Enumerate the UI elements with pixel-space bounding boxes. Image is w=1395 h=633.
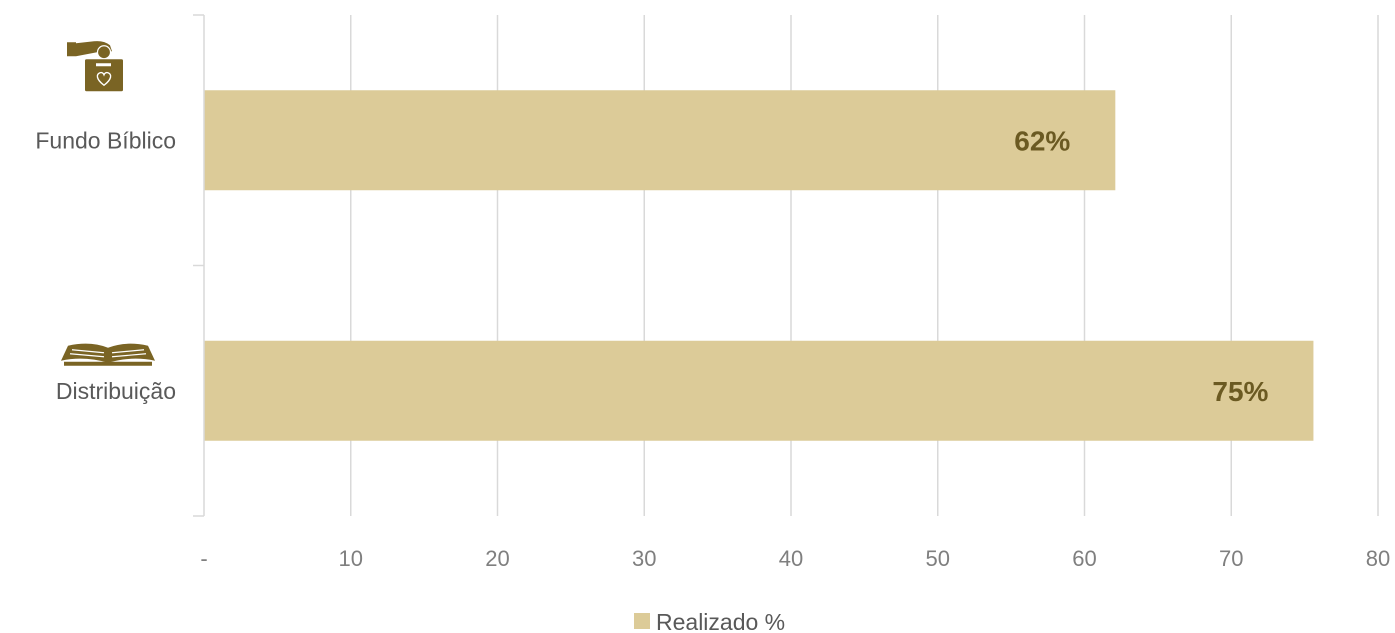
category-icons <box>61 41 155 366</box>
x-tick-label: 60 <box>1072 546 1096 571</box>
category-label: Distribuição <box>56 378 176 404</box>
x-tick-label: 50 <box>926 546 950 571</box>
x-tick-label: 10 <box>339 546 363 571</box>
x-tick-label: 70 <box>1219 546 1243 571</box>
x-tick-label: 20 <box>485 546 509 571</box>
data-label: 62% <box>1014 125 1070 156</box>
x-tick-label: - <box>200 546 207 571</box>
category-label: Fundo Bíblico <box>35 127 176 153</box>
bar <box>204 90 1116 191</box>
bar <box>204 340 1314 441</box>
axes: - 10 20 30 40 50 60 70 80 <box>193 14 1390 571</box>
data-label: 75% <box>1212 376 1268 407</box>
open-book-icon <box>61 343 155 366</box>
gridlines <box>350 15 1379 516</box>
x-tick-label: 40 <box>779 546 803 571</box>
legend-label: Realizado % <box>656 609 785 633</box>
x-tick-label: 80 <box>1366 546 1390 571</box>
category-labels: Fundo Bíblico Distribuição <box>35 127 176 404</box>
legend-swatch <box>634 613 650 629</box>
x-tick-label: 30 <box>632 546 656 571</box>
legend: Realizado % <box>634 609 785 633</box>
hand-coin-donation-box-icon <box>67 41 123 92</box>
data-labels: 62% 75% <box>1014 125 1268 407</box>
bars <box>204 90 1314 441</box>
